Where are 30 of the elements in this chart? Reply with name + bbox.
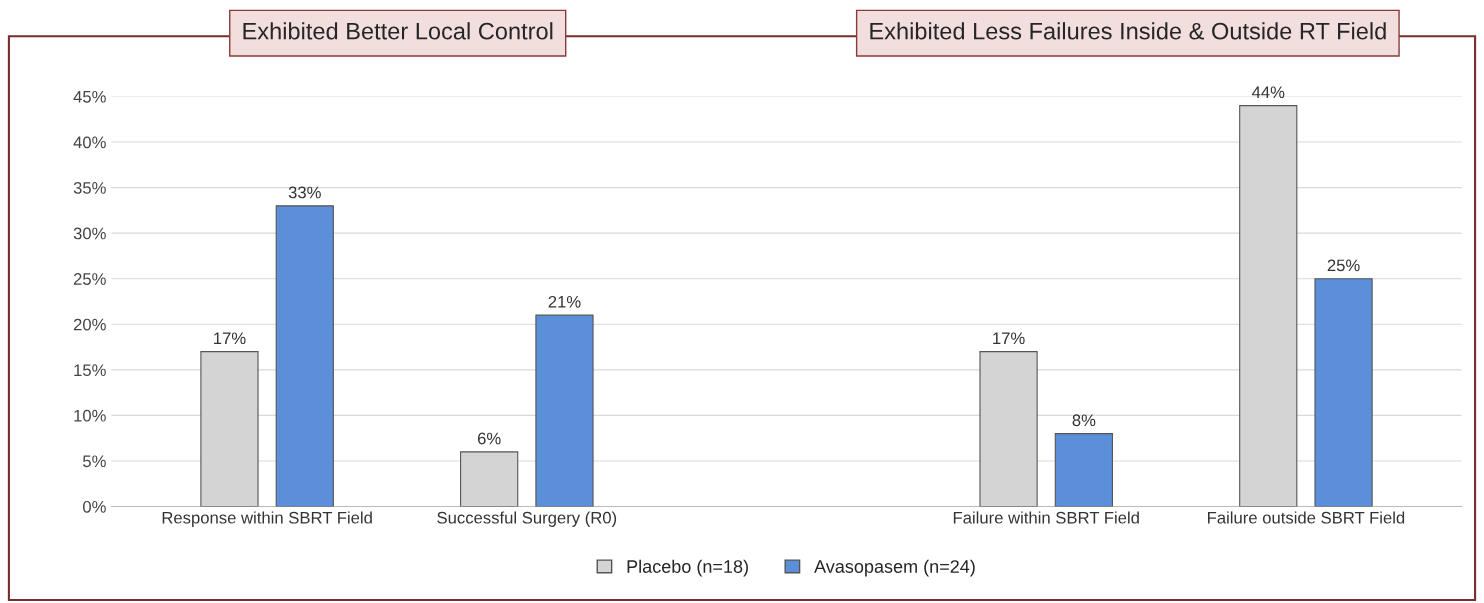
data-label: 33%: [288, 186, 321, 199]
bar: [1054, 433, 1113, 507]
y-tick-label: 30%: [73, 227, 106, 240]
x-tick-label: Failure within SBRT Field: [953, 511, 1139, 524]
data-label: 6%: [477, 432, 501, 445]
y-tick-label: 15%: [74, 364, 106, 377]
x-tick-label: Successful Surgery (R0): [437, 511, 617, 527]
text: Exhibited Less Failures Inside & Outside RT Field: [870, 22, 1386, 40]
bar: [275, 205, 334, 507]
bar: [535, 314, 594, 507]
y-tick-label: 35%: [73, 182, 106, 194]
data-label: 17%: [214, 332, 246, 345]
y-tick-label: 40%: [73, 136, 106, 149]
bar: [1314, 278, 1373, 507]
y-tick-label: 20%: [73, 318, 106, 331]
data-label: 44%: [1251, 86, 1285, 99]
legend-label: Avasopasem (n=24): [814, 559, 975, 577]
data-label: 21%: [548, 295, 581, 308]
x-tick-label: Response within SBRT Field: [162, 511, 372, 527]
y-tick-label: 5%: [83, 455, 106, 468]
x-tick-label: Failure outside SBRT Field: [1208, 511, 1405, 524]
y-tick-label: 10%: [74, 409, 106, 422]
data-label: 8%: [1072, 414, 1096, 427]
text: Exhibited Better Local Control: [243, 22, 553, 40]
y-tick-label: 0%: [83, 500, 106, 513]
legend-label: Placebo (n=18): [627, 559, 748, 577]
data-label: 17%: [993, 332, 1025, 345]
y-tick-label: 25%: [73, 273, 106, 285]
data-label: 25%: [1327, 259, 1360, 272]
y-tick-label: 45%: [73, 90, 106, 103]
